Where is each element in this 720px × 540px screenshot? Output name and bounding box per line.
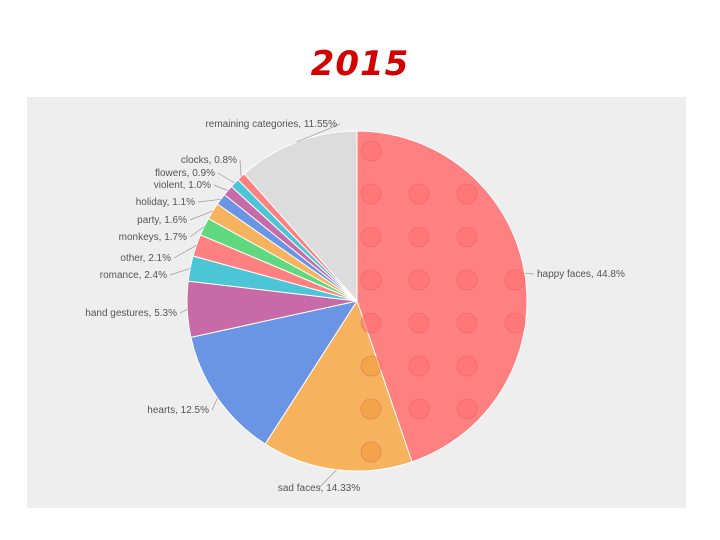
happy-face-icon: [456, 226, 478, 248]
slice-label-monkeys: monkeys, 1.7%: [119, 232, 187, 243]
pie-slices: [186, 130, 528, 472]
happy-face-icon: [408, 226, 430, 248]
slice-label-flowers: flowers, 0.9%: [155, 168, 215, 179]
happy-face-icon: [456, 183, 478, 205]
sad-face-icon: [360, 441, 382, 463]
happy-face-icon: [360, 269, 382, 291]
pie-slice-happy-faces: [356, 130, 528, 463]
leader-line-party: [189, 210, 213, 221]
leader-line-hearts: [211, 397, 218, 411]
slice-label-holiday: holiday, 1.1%: [136, 197, 195, 208]
happy-face-icon: [408, 269, 430, 291]
slice-label-sad-faces: sad faces, 14.33%: [278, 483, 360, 494]
happy-face-icon: [504, 269, 526, 291]
slice-label-violent: violent, 1.0%: [154, 180, 211, 191]
happy-face-icon: [504, 312, 526, 334]
happy-face-icon: [360, 226, 382, 248]
sad-face-icon: [360, 398, 382, 420]
happy-face-icon: [360, 183, 382, 205]
happy-face-icon: [408, 183, 430, 205]
pie-chart: happy faces, 44.8% sad faces, 14.33% heart…: [85, 119, 625, 494]
slice-label-happy-faces: happy faces, 44.8%: [537, 269, 625, 280]
happy-face-icon: [456, 355, 478, 377]
emoji-pattern: [360, 140, 526, 463]
slice-label-hearts: hearts, 12.5%: [147, 405, 209, 416]
happy-face-icon: [456, 269, 478, 291]
happy-face-icon: [408, 355, 430, 377]
slice-label-party: party, 1.6%: [137, 215, 187, 226]
leader-line-remaining-categories: [296, 123, 341, 143]
leader-line-romance: [169, 268, 191, 276]
happy-face-icon: [456, 398, 478, 420]
leader-line-holiday: [197, 198, 221, 203]
slice-label-other: other, 2.1%: [120, 253, 171, 264]
pie-slice-sad-faces: [264, 299, 413, 472]
happy-face-icon: [408, 312, 430, 334]
leader-line-monkeys: [189, 226, 205, 238]
pie-slice-hearts: [190, 300, 359, 445]
leader-line-hand-gestures: [179, 308, 188, 314]
slice-labels: happy faces, 44.8% sad faces, 14.33% heart…: [85, 119, 625, 494]
slice-label-romance: romance, 2.4%: [100, 270, 167, 281]
leader-line-happy-faces: [524, 272, 535, 275]
happy-face-icon: [456, 312, 478, 334]
sad-face-icon: [360, 355, 382, 377]
leader-line-other: [173, 244, 197, 259]
leader-line-flowers: [217, 172, 235, 184]
happy-face-icon: [360, 140, 382, 162]
slice-label-remaining-categories: remaining categories, 11.55%: [205, 119, 337, 130]
leader-line-sad-faces: [318, 469, 337, 489]
slice-label-hand-gestures: hand gestures, 5.3%: [85, 308, 177, 319]
happy-face-icon: [360, 312, 382, 334]
happy-face-icon: [408, 398, 430, 420]
slice-label-clocks: clocks, 0.8%: [181, 155, 237, 166]
leader-line-violent: [213, 184, 228, 191]
leader-line-clocks: [239, 159, 242, 177]
chart-title: 2015: [310, 44, 410, 84]
